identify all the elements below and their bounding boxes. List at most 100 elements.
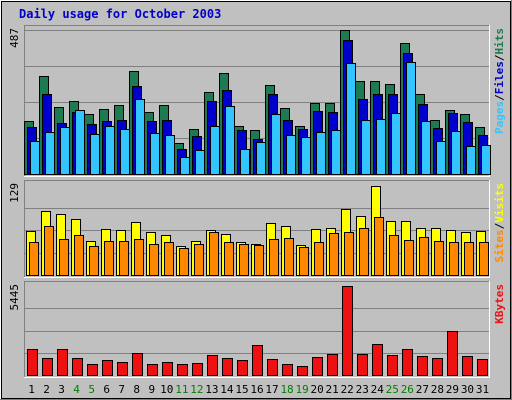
legend-separator: / — [493, 94, 506, 101]
bar-pages-day-8 — [135, 99, 145, 175]
bar-kbytes-day-28 — [432, 358, 443, 376]
bar-pages-day-22 — [346, 63, 356, 175]
y-max-label: 487 — [8, 28, 21, 48]
bar-kbytes-day-20 — [312, 357, 323, 376]
day-label: 20 — [311, 383, 324, 396]
day-label: 23 — [356, 383, 369, 396]
bar-kbytes-day-25 — [387, 355, 398, 376]
bar-sites-day-1 — [29, 242, 39, 276]
day-label: 8 — [133, 383, 140, 396]
bar-sites-day-12 — [194, 244, 204, 276]
bar-pages-day-11 — [180, 157, 190, 175]
bar-sites-day-24 — [374, 217, 384, 276]
bar-pages-day-27 — [421, 121, 431, 175]
y-max-label: 129 — [8, 183, 21, 203]
y-max-label: 5445 — [8, 284, 21, 311]
panel-visits-sites: 129 Sites/Visits — [8, 180, 506, 278]
day-label: 7 — [118, 383, 125, 396]
day-label: 31 — [476, 383, 489, 396]
bar-sites-day-6 — [104, 241, 114, 276]
legend-item-sites: Sites — [493, 229, 506, 262]
bar-sites-day-9 — [149, 244, 159, 276]
bar-sites-day-7 — [119, 241, 129, 276]
day-label: 25 — [386, 383, 399, 396]
bar-sites-day-31 — [479, 242, 489, 276]
bar-sites-day-8 — [134, 239, 144, 276]
bar-kbytes-day-26 — [402, 349, 413, 376]
bar-kbytes-day-14 — [222, 358, 233, 376]
bar-kbytes-day-18 — [282, 364, 293, 376]
bar-sites-day-11 — [179, 248, 189, 276]
bar-pages-day-3 — [60, 127, 70, 175]
bar-pages-day-21 — [331, 130, 341, 175]
bar-pages-day-12 — [195, 150, 205, 175]
bar-sites-day-5 — [89, 246, 99, 276]
bar-sites-day-28 — [434, 241, 444, 276]
bar-sites-day-14 — [224, 242, 234, 276]
bar-kbytes-day-24 — [372, 344, 383, 376]
day-label: 11 — [175, 383, 188, 396]
legend-item-files: Files — [493, 61, 506, 94]
bar-kbytes-day-12 — [192, 363, 203, 376]
day-label: 9 — [148, 383, 155, 396]
bar-pages-day-4 — [75, 110, 85, 175]
bar-pages-day-16 — [256, 142, 266, 175]
bar-pages-day-18 — [286, 135, 296, 175]
bar-kbytes-day-15 — [237, 360, 248, 376]
bar-sites-day-4 — [74, 235, 84, 276]
bar-pages-day-31 — [481, 145, 491, 175]
bar-kbytes-day-7 — [117, 362, 128, 376]
bar-pages-day-5 — [90, 134, 100, 175]
bar-pages-day-29 — [451, 131, 461, 175]
legend-item-pages: Pages — [493, 101, 506, 134]
legend-label: KBytes — [493, 284, 506, 324]
day-label: 2 — [43, 383, 50, 396]
bar-kbytes-day-4 — [72, 358, 83, 376]
bar-pages-day-19 — [301, 137, 311, 175]
bar-pages-day-6 — [105, 126, 115, 175]
bar-kbytes-day-13 — [207, 355, 218, 376]
bar-sites-day-2 — [44, 226, 54, 276]
legend-item-kbytes: KBytes — [493, 284, 506, 324]
bar-kbytes-day-2 — [42, 358, 53, 376]
bar-kbytes-day-1 — [27, 349, 38, 376]
day-label: 22 — [341, 383, 354, 396]
bar-sites-day-10 — [164, 242, 174, 276]
legend-separator: / — [493, 222, 506, 229]
bar-pages-day-2 — [45, 132, 55, 175]
day-label: 14 — [220, 383, 234, 396]
bar-pages-day-1 — [30, 141, 40, 175]
bar-kbytes-day-16 — [252, 345, 263, 376]
bar-pages-day-10 — [165, 135, 175, 175]
day-label: 1 — [28, 383, 35, 396]
bar-kbytes-day-5 — [87, 364, 98, 376]
bar-pages-day-30 — [466, 146, 476, 175]
bar-pages-day-26 — [406, 62, 416, 175]
chart-title: Daily usage for October 2003 — [19, 7, 221, 21]
bar-sites-day-20 — [314, 242, 324, 276]
day-label: 10 — [160, 383, 173, 396]
legend-item-hits: Hits — [493, 28, 506, 55]
bar-sites-day-23 — [359, 228, 369, 276]
day-label: 5 — [88, 383, 95, 396]
bar-kbytes-day-22 — [342, 286, 353, 376]
bar-sites-day-3 — [59, 239, 69, 276]
bar-kbytes-day-29 — [447, 331, 458, 376]
bar-sites-day-29 — [449, 242, 459, 276]
bar-pages-day-28 — [436, 141, 446, 175]
day-label: 12 — [190, 383, 203, 396]
bar-kbytes-day-8 — [132, 353, 143, 376]
bar-kbytes-day-31 — [477, 359, 488, 376]
day-label: 24 — [371, 383, 385, 396]
day-label: 6 — [103, 383, 110, 396]
bar-pages-day-15 — [240, 149, 250, 175]
bar-sites-day-25 — [389, 235, 399, 276]
bar-pages-day-24 — [376, 119, 386, 175]
day-label: 3 — [58, 383, 65, 396]
bar-pages-day-17 — [271, 114, 281, 175]
bar-kbytes-day-6 — [102, 360, 113, 376]
legend-item-visits: Visits — [493, 183, 506, 223]
